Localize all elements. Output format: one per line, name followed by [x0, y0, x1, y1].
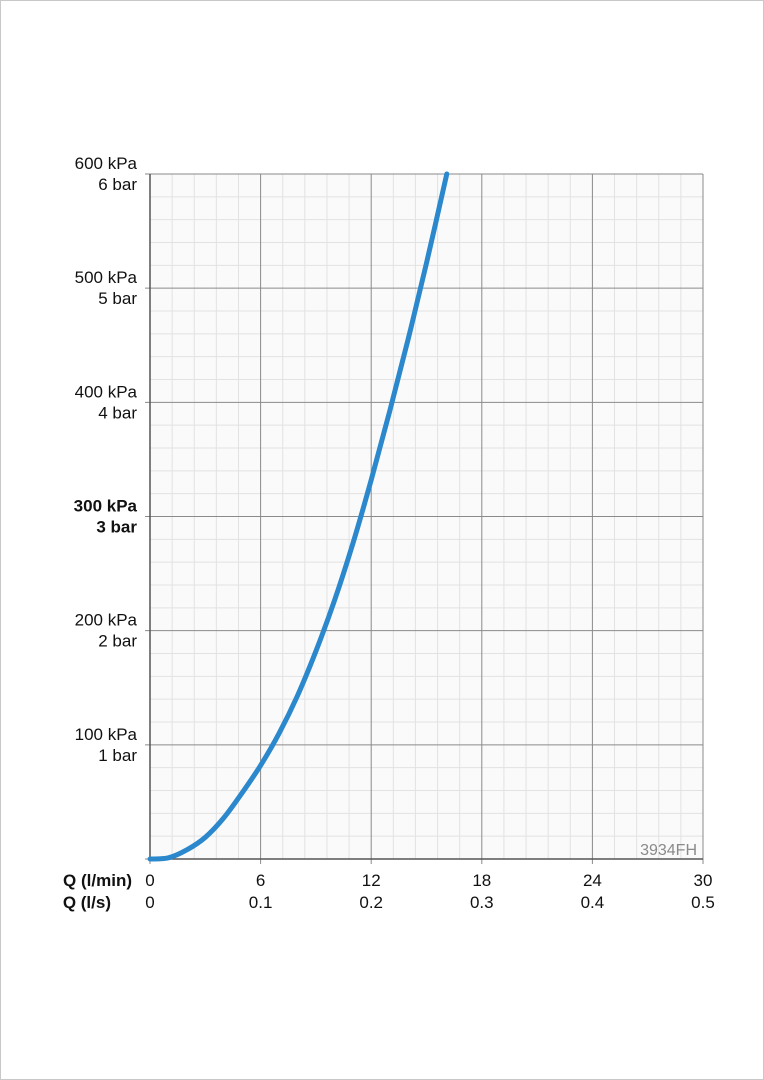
y-tick-label-kpa: 300 kPa: [74, 497, 138, 516]
y-tick-label-kpa: 600 kPa: [75, 154, 138, 173]
x-tick-label-secondary: 0.1: [249, 893, 273, 912]
x-axis-label-primary: Q (l/min): [63, 871, 132, 890]
x-axis-label-secondary: Q (l/s): [63, 893, 111, 912]
y-tick-label-kpa: 100 kPa: [75, 725, 138, 744]
x-tick-label: 12: [362, 871, 381, 890]
y-tick-label-kpa: 500 kPa: [75, 268, 138, 287]
y-tick-label-kpa: 200 kPa: [75, 611, 138, 630]
y-tick-label-bar: 6 bar: [98, 175, 137, 194]
series-line: [147, 171, 450, 862]
y-tick-label-bar: 2 bar: [98, 632, 137, 651]
y-tick-label-bar: 3 bar: [96, 518, 137, 537]
x-tick-label: 6: [256, 871, 265, 890]
x-tick-label: 0: [145, 871, 154, 890]
x-tick-label-secondary: 0.5: [691, 893, 715, 912]
y-tick-label-bar: 5 bar: [98, 289, 137, 308]
x-tick-label-secondary: 0: [145, 893, 154, 912]
x-tick-label: 30: [694, 871, 713, 890]
x-tick-label-secondary: 0.3: [470, 893, 494, 912]
x-tick-label: 18: [472, 871, 491, 890]
y-tick-label-bar: 4 bar: [98, 403, 137, 422]
y-tick-label-bar: 1 bar: [98, 746, 137, 765]
x-tick-label-secondary: 0.4: [581, 893, 605, 912]
y-tick-label-kpa: 400 kPa: [75, 382, 138, 401]
model-annotation: 3934FH: [640, 842, 697, 859]
x-tick-label: 24: [583, 871, 602, 890]
x-tick-label-secondary: 0.2: [359, 893, 383, 912]
